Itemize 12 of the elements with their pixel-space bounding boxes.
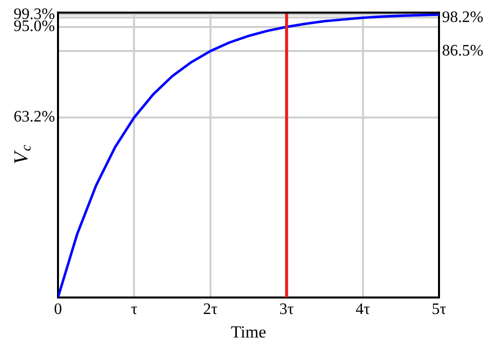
y-tick-label: 95.0% <box>14 18 55 36</box>
y-axis-title: Vc <box>10 144 35 164</box>
x-tick-label: 0 <box>54 301 62 318</box>
x-tick-label: 5τ <box>432 301 447 318</box>
y2-tick-label: 98.2% <box>442 8 484 26</box>
x-tick-label: 2τ <box>203 301 218 318</box>
y2-tick-label: 86.5% <box>442 42 484 60</box>
x-tick-label: 4τ <box>356 301 371 318</box>
x-axis-title: Time <box>230 322 266 342</box>
x-tick-label: 3τ <box>279 301 294 318</box>
y-tick-label: 63.2% <box>14 108 55 126</box>
x-tick-label: τ <box>130 301 138 318</box>
